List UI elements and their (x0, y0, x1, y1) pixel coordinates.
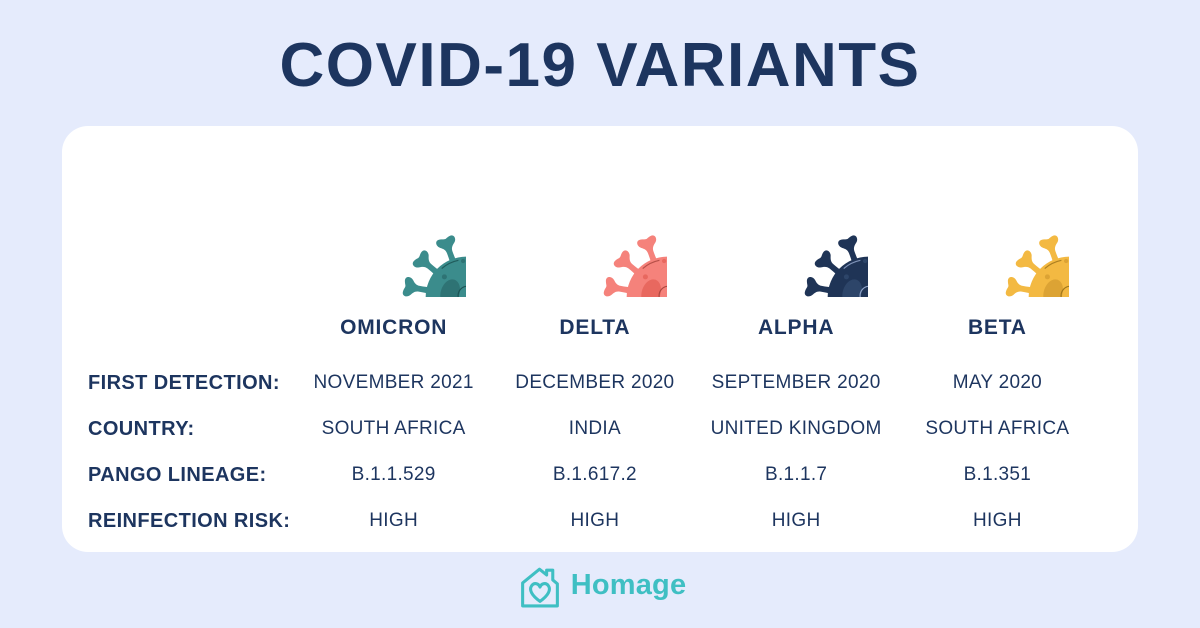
alpha-virus-icon (696, 140, 897, 310)
omicron-virus-icon (293, 140, 494, 310)
variants-card: OMICRON DELTA ALPHA BETA FIRST DETECTION… (62, 126, 1138, 553)
variant-name-delta: DELTA (559, 316, 631, 340)
cell-country-alpha: UNITED KINGDOM (710, 418, 882, 440)
table-row-country: COUNTRY: SOUTH AFRICA INDIA UNITED KINGD… (88, 406, 1098, 452)
variant-name-omicron: OMICRON (340, 316, 448, 340)
cell-reinfection-risk-omicron: HIGH (369, 510, 418, 532)
cell-pango-lineage-alpha: B.1.1.7 (764, 464, 828, 486)
variant-name-alpha: ALPHA (757, 316, 835, 340)
cell-pango-lineage-omicron: B.1.1.529 (351, 464, 436, 486)
cell-first-detection-beta: MAY 2020 (952, 372, 1043, 394)
table-row-reinfection-risk: REINFECTION RISK: HIGH HIGH HIGH HIGH (88, 498, 1098, 544)
variant-names-row: OMICRON DELTA ALPHA BETA (88, 310, 1098, 346)
row-label-first-detection: FIRST DETECTION: (88, 371, 280, 394)
table-row-first-detection: FIRST DETECTION: NOVEMBER 2021 DECEMBER … (88, 360, 1098, 406)
row-label-pango-lineage: PANGO LINEAGE: (88, 463, 267, 486)
beta-virus-icon (897, 140, 1098, 310)
homage-logo: Homage (0, 562, 1200, 609)
cell-reinfection-risk-alpha: HIGH (771, 510, 821, 532)
logo-text: Homage (570, 569, 687, 602)
row-label-country: COUNTRY: (88, 417, 195, 440)
cell-first-detection-alpha: SEPTEMBER 2020 (711, 372, 881, 394)
cell-reinfection-risk-delta: HIGH (570, 510, 620, 532)
cell-first-detection-delta: DECEMBER 2020 (515, 372, 675, 394)
cell-country-beta: SOUTH AFRICA (925, 418, 1070, 440)
cell-country-omicron: SOUTH AFRICA (321, 418, 466, 440)
cell-pango-lineage-delta: B.1.617.2 (552, 464, 637, 486)
page-title: COVID-19 VARIANTS (279, 31, 921, 100)
virus-icons-row (88, 140, 1098, 310)
cell-reinfection-risk-beta: HIGH (973, 510, 1022, 532)
cell-pango-lineage-beta: B.1.351 (963, 464, 1032, 486)
variant-name-beta: BETA (967, 316, 1027, 340)
table-row-pango-lineage: PANGO LINEAGE: B.1.1.529 B.1.617.2 B.1.1… (88, 452, 1098, 498)
house-heart-icon (520, 567, 559, 608)
row-label-reinfection-risk: REINFECTION RISK: (88, 509, 291, 532)
cell-first-detection-omicron: NOVEMBER 2021 (313, 372, 474, 394)
delta-virus-icon (494, 140, 695, 310)
cell-country-delta: INDIA (568, 418, 621, 440)
